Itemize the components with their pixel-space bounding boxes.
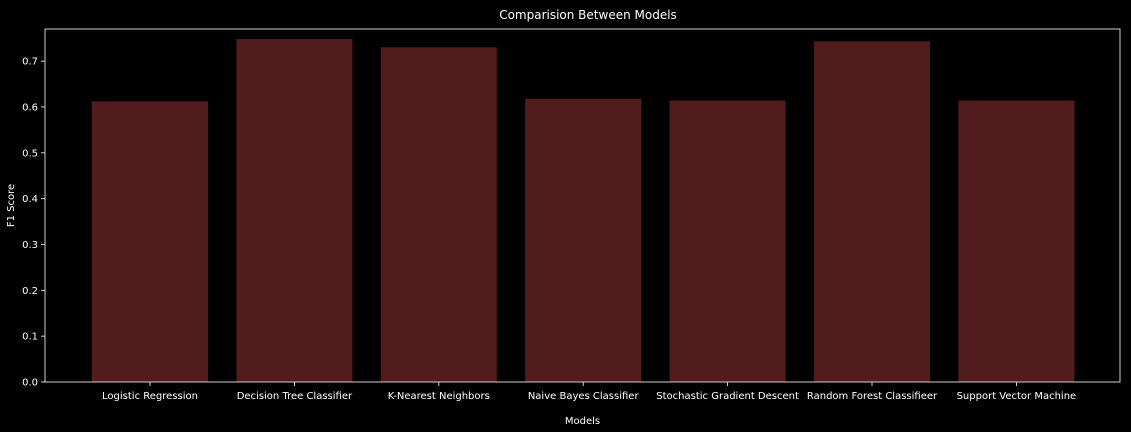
x-axis-ticks: Logistic Regression Decision Tree Classif… (102, 382, 1076, 402)
x-tick-label: Stochastic Gradient Descent (656, 391, 799, 402)
bars-layer (92, 39, 1075, 383)
y-tick-label: 0.3 (22, 240, 38, 251)
y-tick-label: 0.0 (22, 378, 38, 389)
bar (380, 47, 497, 383)
bar (236, 39, 353, 382)
y-tick-label: 0.4 (22, 194, 38, 205)
y-tick-label: 0.7 (22, 57, 38, 68)
y-tick-label: 0.1 (22, 332, 38, 343)
bar (814, 41, 930, 383)
y-tick-label: 0.2 (22, 286, 38, 297)
axes-layer (44, 28, 1121, 383)
x-tick-label: Support Vector Machine (957, 391, 1077, 402)
y-axis-ticks: 0.0 0.1 0.2 0.3 0.4 0.5 0.6 0.7 (22, 57, 45, 389)
x-tick-label: K-Nearest Neighbors (388, 391, 490, 402)
chart-title: Comparision Between Models (499, 8, 677, 22)
plot-frame (44, 28, 1121, 383)
y-tick-label: 0.6 (22, 102, 38, 113)
x-tick-label: Decision Tree Classifier (237, 391, 353, 402)
x-tick-label: Logistic Regression (102, 391, 198, 402)
x-axis-label: Models (565, 416, 600, 427)
y-axis-label: F1 Score (6, 184, 17, 227)
x-tick-label: Naive Bayes Classifier (528, 391, 640, 402)
x-tick-label: Random Forest Classifieer (807, 391, 938, 402)
bar (958, 100, 1075, 382)
bar (92, 101, 208, 383)
y-tick-label: 0.5 (22, 148, 38, 159)
bar (669, 100, 786, 382)
bar (525, 98, 642, 382)
